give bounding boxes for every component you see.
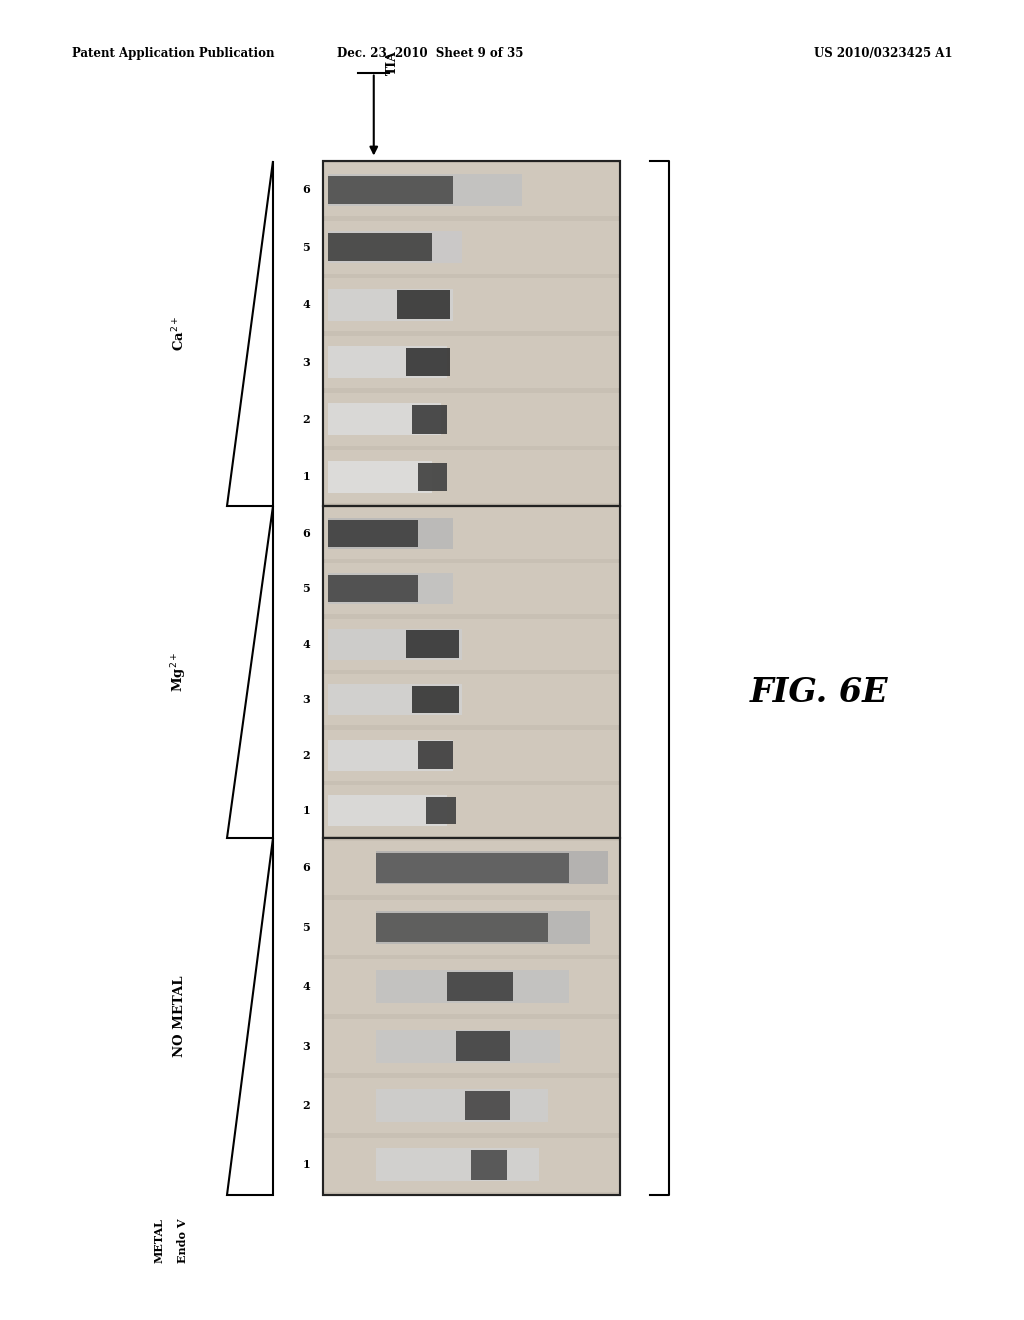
Bar <box>329 289 454 321</box>
Bar <box>329 520 418 546</box>
Bar <box>376 853 569 883</box>
Text: 1: 1 <box>303 1159 310 1171</box>
Text: NO METAL: NO METAL <box>173 975 185 1057</box>
Text: Mg$^{2+}$: Mg$^{2+}$ <box>169 652 189 692</box>
Text: 1: 1 <box>303 471 310 482</box>
Bar <box>323 1078 620 1133</box>
Text: Patent Application Publication: Patent Application Publication <box>72 46 274 59</box>
Bar <box>329 461 432 492</box>
Text: 5: 5 <box>302 242 310 252</box>
Bar <box>329 628 462 660</box>
Bar <box>471 1150 507 1180</box>
Bar <box>323 675 620 725</box>
Bar <box>323 506 620 838</box>
Bar <box>329 684 462 715</box>
Bar <box>323 450 620 503</box>
Bar <box>426 797 457 824</box>
Polygon shape <box>227 506 273 838</box>
Bar <box>397 290 451 319</box>
Bar <box>329 231 462 263</box>
Text: 4: 4 <box>302 300 310 310</box>
Bar <box>323 838 620 1195</box>
Bar <box>406 631 459 657</box>
Bar <box>376 851 607 884</box>
Text: TIA: TIA <box>386 50 398 75</box>
Polygon shape <box>227 161 273 506</box>
Bar <box>329 795 447 826</box>
Bar <box>323 730 620 780</box>
Bar <box>329 739 454 771</box>
Bar <box>323 161 620 506</box>
Bar <box>323 220 620 273</box>
Bar <box>323 335 620 388</box>
Bar <box>376 1089 548 1122</box>
Bar <box>323 508 620 558</box>
Bar <box>457 1031 510 1061</box>
Bar <box>323 161 620 506</box>
Bar <box>418 462 447 491</box>
Text: 5: 5 <box>302 921 310 933</box>
Bar <box>329 346 447 378</box>
Text: 1: 1 <box>303 805 310 816</box>
Bar <box>329 404 441 436</box>
Text: 4: 4 <box>302 639 310 649</box>
Text: 6: 6 <box>302 862 310 874</box>
Text: 2: 2 <box>303 414 310 425</box>
Text: FIG. 6E: FIG. 6E <box>750 676 889 710</box>
Text: 2: 2 <box>303 1100 310 1111</box>
Bar <box>323 279 620 331</box>
Bar <box>465 1090 510 1121</box>
Bar <box>376 1030 560 1063</box>
Bar <box>329 174 521 206</box>
Bar <box>323 1019 620 1073</box>
Bar <box>323 900 620 954</box>
Text: 3: 3 <box>302 356 310 367</box>
Polygon shape <box>227 838 273 1195</box>
Bar <box>329 576 418 602</box>
Bar <box>323 841 620 895</box>
Text: 2: 2 <box>303 750 310 760</box>
Text: 6: 6 <box>302 528 310 539</box>
Text: Dec. 23, 2010  Sheet 9 of 35: Dec. 23, 2010 Sheet 9 of 35 <box>337 46 523 59</box>
Bar <box>418 742 454 768</box>
Bar <box>376 912 548 942</box>
Bar <box>329 517 454 549</box>
Bar <box>447 972 513 1002</box>
Bar <box>329 176 454 205</box>
Bar <box>323 393 620 446</box>
Text: Endo V: Endo V <box>177 1218 187 1263</box>
Bar <box>329 573 454 605</box>
Bar <box>376 1148 540 1181</box>
Bar <box>323 785 620 836</box>
Bar <box>323 838 620 1195</box>
Bar <box>376 911 590 944</box>
Bar <box>323 960 620 1014</box>
Bar <box>323 506 620 838</box>
Text: US 2010/0323425 A1: US 2010/0323425 A1 <box>814 46 952 59</box>
Text: 3: 3 <box>302 694 310 705</box>
Bar <box>412 405 447 434</box>
Text: 3: 3 <box>302 1040 310 1052</box>
Bar <box>412 686 459 713</box>
Text: 5: 5 <box>302 583 310 594</box>
Bar <box>323 1138 620 1192</box>
Text: METAL: METAL <box>154 1218 164 1263</box>
Bar <box>323 564 620 614</box>
Text: 6: 6 <box>302 185 310 195</box>
Text: Ca$^{2+}$: Ca$^{2+}$ <box>171 315 187 351</box>
Bar <box>406 347 451 376</box>
Bar <box>323 619 620 669</box>
Bar <box>376 970 569 1003</box>
Bar <box>323 164 620 216</box>
Text: 4: 4 <box>302 981 310 993</box>
Bar <box>329 232 432 261</box>
